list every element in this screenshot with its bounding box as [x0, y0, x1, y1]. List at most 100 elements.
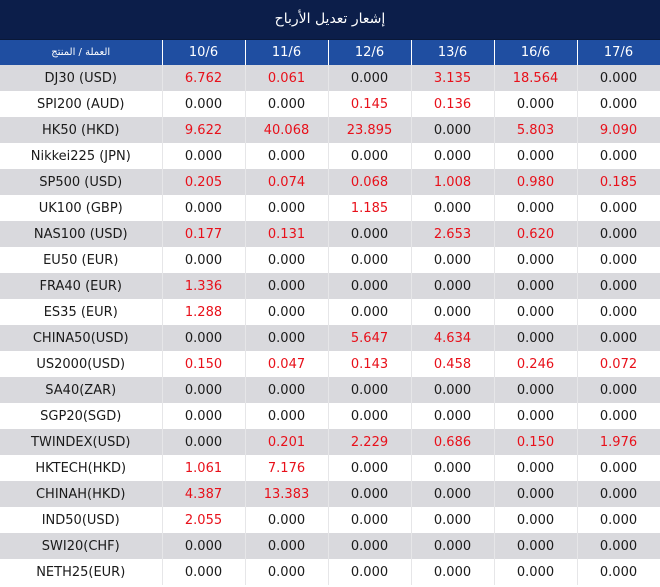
value-cell: 0.000 [328, 247, 412, 273]
value-cell: 0.000 [162, 429, 246, 455]
value-cell: 0.000 [577, 455, 660, 481]
product-name-cell: HKTECH(HKD) [0, 455, 163, 481]
value-cell: 0.177 [162, 221, 246, 247]
column-header-date: 12/6 [328, 40, 412, 65]
table-row: TWINDEX(USD) 0.000 0.201 2.229 0.686 0.150 1.9… [0, 429, 660, 455]
table-row: HK50 (HKD) 9.622 40.068 23.895 0.000 5.803 9.0… [0, 117, 660, 143]
product-name-cell: DJ30 (USD) [0, 65, 163, 91]
value-cell: 0.201 [245, 429, 329, 455]
value-cell: 0.000 [494, 195, 578, 221]
header-row: العملة / المنتج 10/6 11/6 12/6 13/6 16/6… [0, 40, 660, 65]
value-cell: 0.000 [494, 455, 578, 481]
value-cell: 0.980 [494, 169, 578, 195]
value-cell: 0.000 [245, 507, 329, 533]
value-cell: 0.000 [162, 91, 246, 117]
table-body: DJ30 (USD) 6.762 0.061 0.000 3.135 18.564 0.00… [0, 65, 660, 585]
product-name-cell: UK100 (GBP) [0, 195, 163, 221]
value-cell: 0.000 [577, 195, 660, 221]
value-cell: 0.185 [577, 169, 660, 195]
column-header-date: 11/6 [245, 40, 329, 65]
value-cell: 0.000 [494, 247, 578, 273]
value-cell: 0.000 [328, 299, 412, 325]
value-cell: 0.000 [411, 247, 495, 273]
value-cell: 0.000 [328, 221, 412, 247]
product-name-cell: Nikkei225 (JPN) [0, 143, 163, 169]
value-cell: 0.000 [411, 195, 495, 221]
value-cell: 0.000 [328, 273, 412, 299]
value-cell: 0.000 [328, 533, 412, 559]
value-cell: 0.000 [494, 143, 578, 169]
value-cell: 0.150 [162, 351, 246, 377]
value-cell: 5.647 [328, 325, 412, 351]
value-cell: 0.000 [162, 195, 246, 221]
value-cell: 0.000 [245, 559, 329, 585]
value-cell: 0.000 [494, 481, 578, 507]
value-cell: 0.000 [411, 299, 495, 325]
value-cell: 0.000 [411, 403, 495, 429]
product-name-cell: EU50 (EUR) [0, 247, 163, 273]
value-cell: 0.000 [577, 247, 660, 273]
product-name-cell: FRA40 (EUR) [0, 273, 163, 299]
table-row: ES35 (EUR) 1.288 0.000 0.000 0.000 0.000 0.000 [0, 299, 660, 325]
table-row: HKTECH(HKD) 1.061 7.176 0.000 0.000 0.000 0.00… [0, 455, 660, 481]
value-cell: 5.803 [494, 117, 578, 143]
value-cell: 0.074 [245, 169, 329, 195]
product-name-cell: HK50 (HKD) [0, 117, 163, 143]
table-row: Nikkei225 (JPN) 0.000 0.000 0.000 0.000 0.000… [0, 143, 660, 169]
value-cell: 0.000 [577, 325, 660, 351]
table-row: NAS100 (USD) 0.177 0.131 0.000 2.653 0.620 0.0… [0, 221, 660, 247]
value-cell: 1.185 [328, 195, 412, 221]
value-cell: 0.000 [494, 273, 578, 299]
column-header-date: 10/6 [162, 40, 246, 65]
value-cell: 1.288 [162, 299, 246, 325]
value-cell: 0.000 [577, 559, 660, 585]
column-header-date: 13/6 [411, 40, 495, 65]
value-cell: 0.061 [245, 65, 329, 91]
value-cell: 0.000 [411, 455, 495, 481]
value-cell: 6.762 [162, 65, 246, 91]
value-cell: 18.564 [494, 65, 578, 91]
value-cell: 0.000 [328, 455, 412, 481]
value-cell: 0.000 [411, 273, 495, 299]
value-cell: 1.008 [411, 169, 495, 195]
value-cell: 0.000 [328, 65, 412, 91]
value-cell: 1.336 [162, 273, 246, 299]
value-cell: 0.000 [162, 377, 246, 403]
value-cell: 0.000 [577, 91, 660, 117]
value-cell: 0.000 [245, 247, 329, 273]
value-cell: 0.000 [577, 377, 660, 403]
page-title: إشعار تعديل الأرباح [0, 0, 660, 40]
value-cell: 0.000 [411, 559, 495, 585]
value-cell: 0.000 [411, 143, 495, 169]
value-cell: 2.653 [411, 221, 495, 247]
value-cell: 0.458 [411, 351, 495, 377]
value-cell: 0.000 [577, 299, 660, 325]
value-cell: 0.000 [494, 91, 578, 117]
value-cell: 0.686 [411, 429, 495, 455]
product-name-cell: NETH25(EUR) [0, 559, 163, 585]
value-cell: 0.000 [245, 273, 329, 299]
table-row: CHINAH(HKD) 4.387 13.383 0.000 0.000 0.000 0.0… [0, 481, 660, 507]
table-row: UK100 (GBP) 0.000 0.000 1.185 0.000 0.000 0.00… [0, 195, 660, 221]
value-cell: 0.145 [328, 91, 412, 117]
value-cell: 2.055 [162, 507, 246, 533]
value-cell: 0.205 [162, 169, 246, 195]
value-cell: 0.000 [577, 65, 660, 91]
value-cell: 4.634 [411, 325, 495, 351]
product-name-cell: IND50(USD) [0, 507, 163, 533]
value-cell: 0.620 [494, 221, 578, 247]
value-cell: 0.000 [245, 143, 329, 169]
value-cell: 0.143 [328, 351, 412, 377]
value-cell: 0.000 [245, 299, 329, 325]
table-row: CHINA50(USD) 0.000 0.000 5.647 4.634 0.000 0.0… [0, 325, 660, 351]
value-cell: 9.090 [577, 117, 660, 143]
value-cell: 0.000 [577, 481, 660, 507]
value-cell: 0.000 [411, 507, 495, 533]
value-cell: 0.000 [494, 533, 578, 559]
value-cell: 1.061 [162, 455, 246, 481]
value-cell: 3.135 [411, 65, 495, 91]
value-cell: 0.000 [162, 533, 246, 559]
value-cell: 0.047 [245, 351, 329, 377]
product-name-cell: SA40(ZAR) [0, 377, 163, 403]
